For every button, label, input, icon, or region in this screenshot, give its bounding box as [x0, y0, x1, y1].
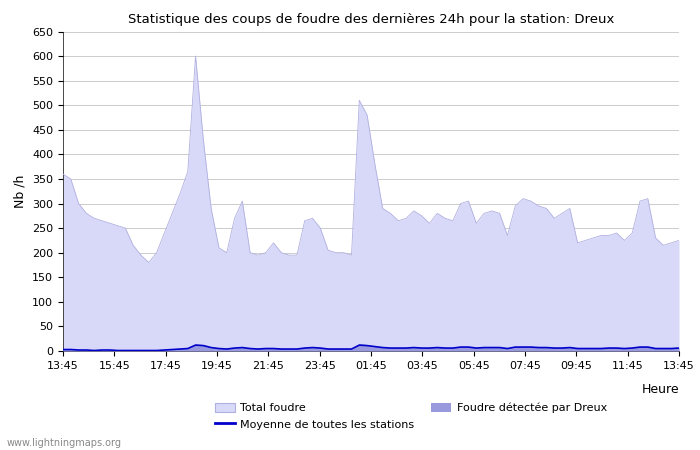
- Text: Heure: Heure: [641, 383, 679, 396]
- Text: www.lightningmaps.org: www.lightningmaps.org: [7, 438, 122, 448]
- Title: Statistique des coups de foudre des dernières 24h pour la station: Dreux: Statistique des coups de foudre des dern…: [128, 13, 614, 26]
- Y-axis label: Nb /h: Nb /h: [13, 175, 27, 208]
- Legend: Total foudre, Moyenne de toutes les stations, Foudre détectée par Dreux: Total foudre, Moyenne de toutes les stat…: [210, 398, 611, 434]
